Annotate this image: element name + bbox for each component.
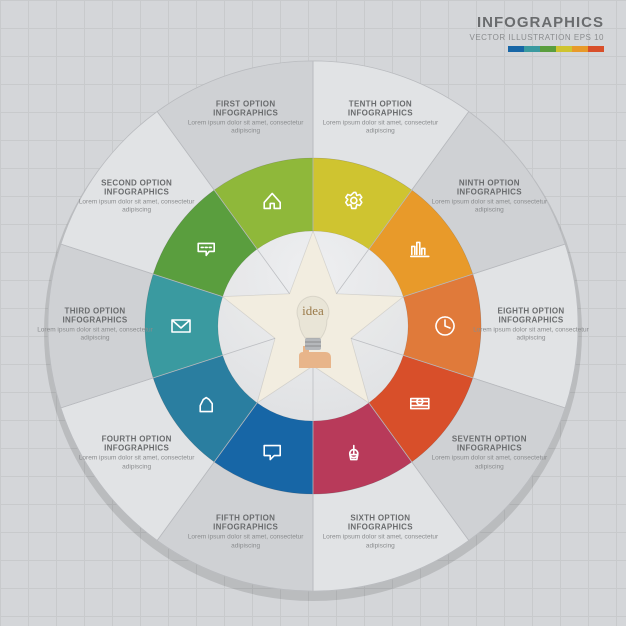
segment-subtitle: INFOGRAPHICS: [30, 316, 160, 325]
segment-body: Lorem ipsum dolor sit amet, consectetur …: [72, 455, 202, 472]
segment-label: NINTH OPTIONINFOGRAPHICS Lorem ipsum dolo…: [424, 178, 554, 215]
segment-label: SEVENTH OPTIONINFOGRAPHICS Lorem ipsum do…: [424, 435, 554, 472]
segment-body: Lorem ipsum dolor sit amet, consectetur …: [181, 119, 311, 136]
segment-title: TENTH OPTION: [315, 99, 445, 108]
segment-label: FIRST OPTIONINFOGRAPHICS Lorem ipsum dolo…: [181, 99, 311, 136]
segment-label: TENTH OPTIONINFOGRAPHICS Lorem ipsum dolo…: [315, 99, 445, 136]
segment-subtitle: INFOGRAPHICS: [315, 108, 445, 117]
segment-subtitle: INFOGRAPHICS: [181, 523, 311, 532]
segment-subtitle: INFOGRAPHICS: [72, 444, 202, 453]
segment-label: FIFTH OPTIONINFOGRAPHICS Lorem ipsum dolo…: [181, 514, 311, 551]
segment-body: Lorem ipsum dolor sit amet, consectetur …: [315, 119, 445, 136]
segment-body: Lorem ipsum dolor sit amet, consectetur …: [72, 198, 202, 215]
segment-title: SIXTH OPTION: [315, 514, 445, 523]
segment-title: NINTH OPTION: [424, 178, 554, 187]
segment-label: EIGHTH OPTIONINFOGRAPHICS Lorem ipsum dol…: [466, 307, 596, 344]
segment-title: FIFTH OPTION: [181, 514, 311, 523]
segment-body: Lorem ipsum dolor sit amet, consectetur …: [181, 534, 311, 551]
segment-label: THIRD OPTIONINFOGRAPHICS Lorem ipsum dolo…: [30, 307, 160, 344]
segment-body: Lorem ipsum dolor sit amet, consectetur …: [424, 455, 554, 472]
segment-title: FIRST OPTION: [181, 99, 311, 108]
segment-body: Lorem ipsum dolor sit amet, consectetur …: [30, 327, 160, 344]
segment-subtitle: INFOGRAPHICS: [181, 108, 311, 117]
segment-title: SECOND OPTION: [72, 178, 202, 187]
page-subtitle: VECTOR ILLUSTRATION EPS 10: [469, 33, 604, 42]
segment-title: EIGHTH OPTION: [466, 307, 596, 316]
idea-label: idea: [302, 302, 324, 320]
segment-body: Lorem ipsum dolor sit amet, consectetur …: [315, 534, 445, 551]
segment-subtitle: INFOGRAPHICS: [315, 523, 445, 532]
segment-body: Lorem ipsum dolor sit amet, consectetur …: [466, 327, 596, 344]
segment-label: FOURTH OPTIONINFOGRAPHICS Lorem ipsum dol…: [72, 435, 202, 472]
segment-label: SECOND OPTIONINFOGRAPHICS Lorem ipsum dol…: [72, 178, 202, 215]
segment-subtitle: INFOGRAPHICS: [424, 444, 554, 453]
segment-subtitle: INFOGRAPHICS: [72, 187, 202, 196]
segment-title: FOURTH OPTION: [72, 435, 202, 444]
segment-title: THIRD OPTION: [30, 307, 160, 316]
segment-title: SEVENTH OPTION: [424, 435, 554, 444]
page-title: INFOGRAPHICS: [469, 14, 604, 31]
segment-label: SIXTH OPTIONINFOGRAPHICS Lorem ipsum dolo…: [315, 514, 445, 551]
segment-subtitle: INFOGRAPHICS: [466, 316, 596, 325]
segment-subtitle: INFOGRAPHICS: [424, 187, 554, 196]
segment-body: Lorem ipsum dolor sit amet, consectetur …: [424, 198, 554, 215]
